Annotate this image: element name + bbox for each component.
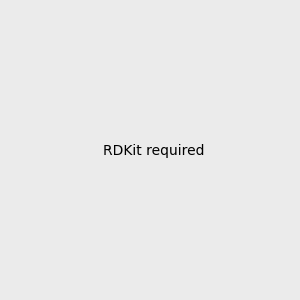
Text: RDKit required: RDKit required: [103, 145, 205, 158]
